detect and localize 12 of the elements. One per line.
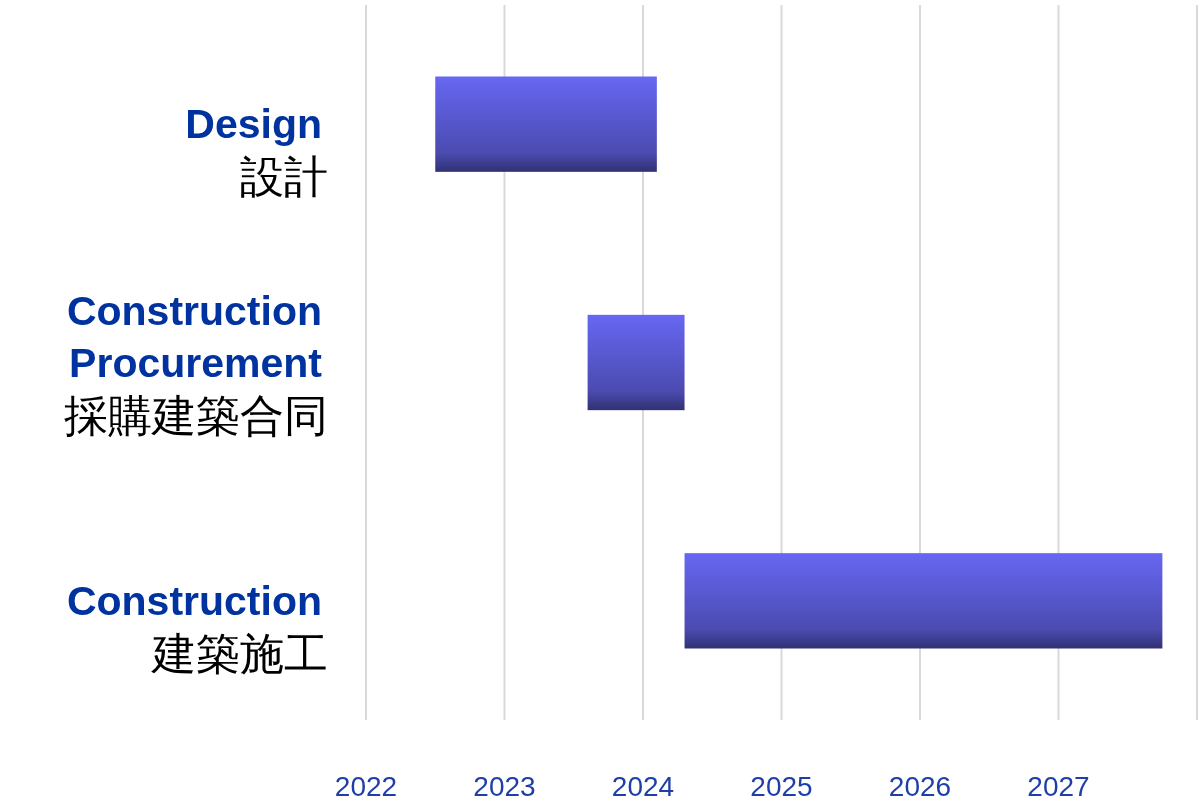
bar [587, 314, 685, 411]
y-tick-label: Construction 建築施工 [66, 577, 328, 679]
x-tick-label: 2024 [611, 771, 675, 802]
x-tick-label: 2023 [473, 771, 536, 802]
bar [684, 553, 1163, 649]
bar [435, 76, 657, 172]
x-tick-label: 2027 [1027, 771, 1090, 802]
x-tick-label: 2022 [334, 771, 398, 802]
y-tick-label: Design 設計 [185, 101, 328, 202]
y-tick-label: Construction Procurement 採購建築合同 [64, 287, 328, 440]
x-tick-label: 2025 [750, 771, 813, 802]
x-tick-label: 2026 [888, 771, 952, 802]
